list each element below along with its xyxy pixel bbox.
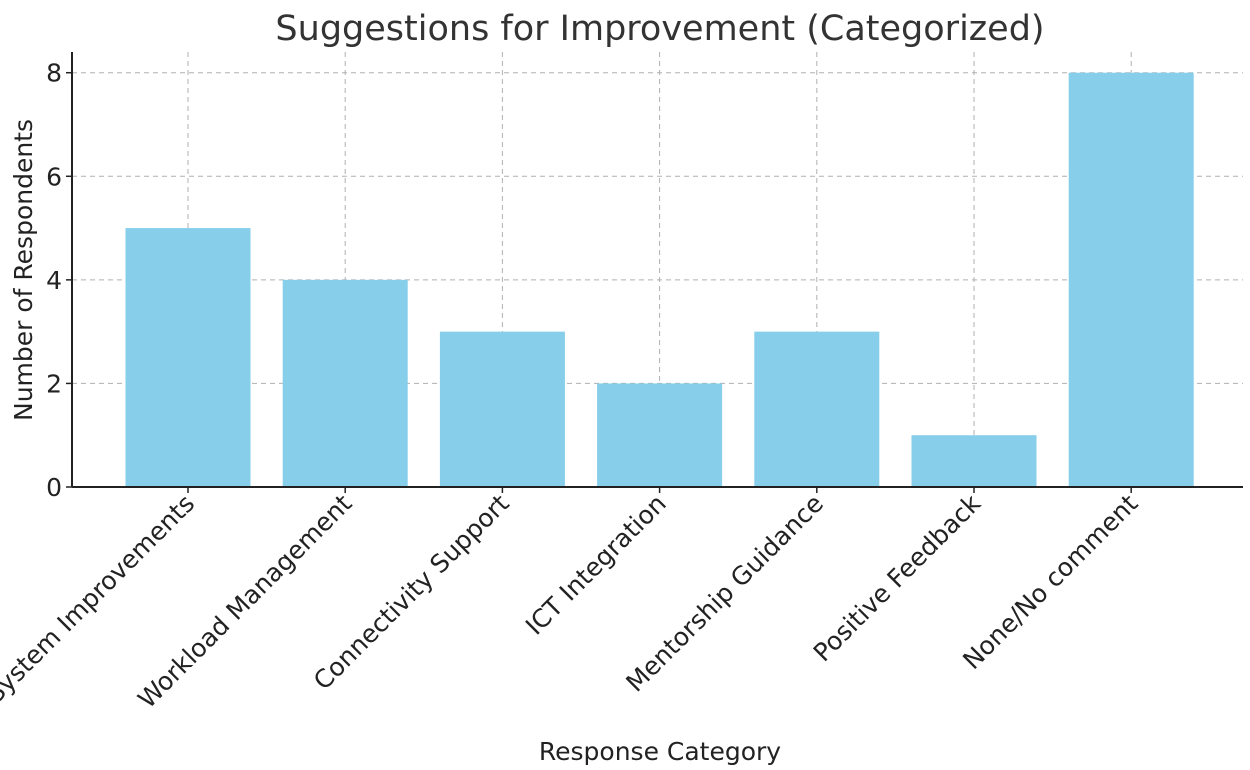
y-tick-label: 4: [46, 266, 62, 295]
bar: [126, 228, 251, 487]
bar: [912, 435, 1037, 487]
bar: [283, 280, 408, 487]
bar: [440, 332, 565, 487]
y-tick-label: 8: [46, 59, 62, 88]
bar: [1069, 73, 1194, 487]
x-tick-label: ICT Integration: [520, 489, 672, 641]
y-tick-label: 2: [46, 369, 62, 398]
y-tick-label: 0: [46, 473, 62, 502]
bar: [754, 332, 879, 487]
y-tick-label: 6: [46, 162, 62, 191]
chart-title: Suggestions for Improvement (Categorized…: [275, 9, 1044, 49]
y-axis-label: Number of Respondents: [9, 119, 38, 421]
x-tick-label: Positive Feedback: [808, 488, 987, 667]
x-tick-label: None/No comment: [957, 489, 1143, 675]
bar: [597, 383, 722, 487]
x-axis-label: Response Category: [539, 737, 781, 766]
